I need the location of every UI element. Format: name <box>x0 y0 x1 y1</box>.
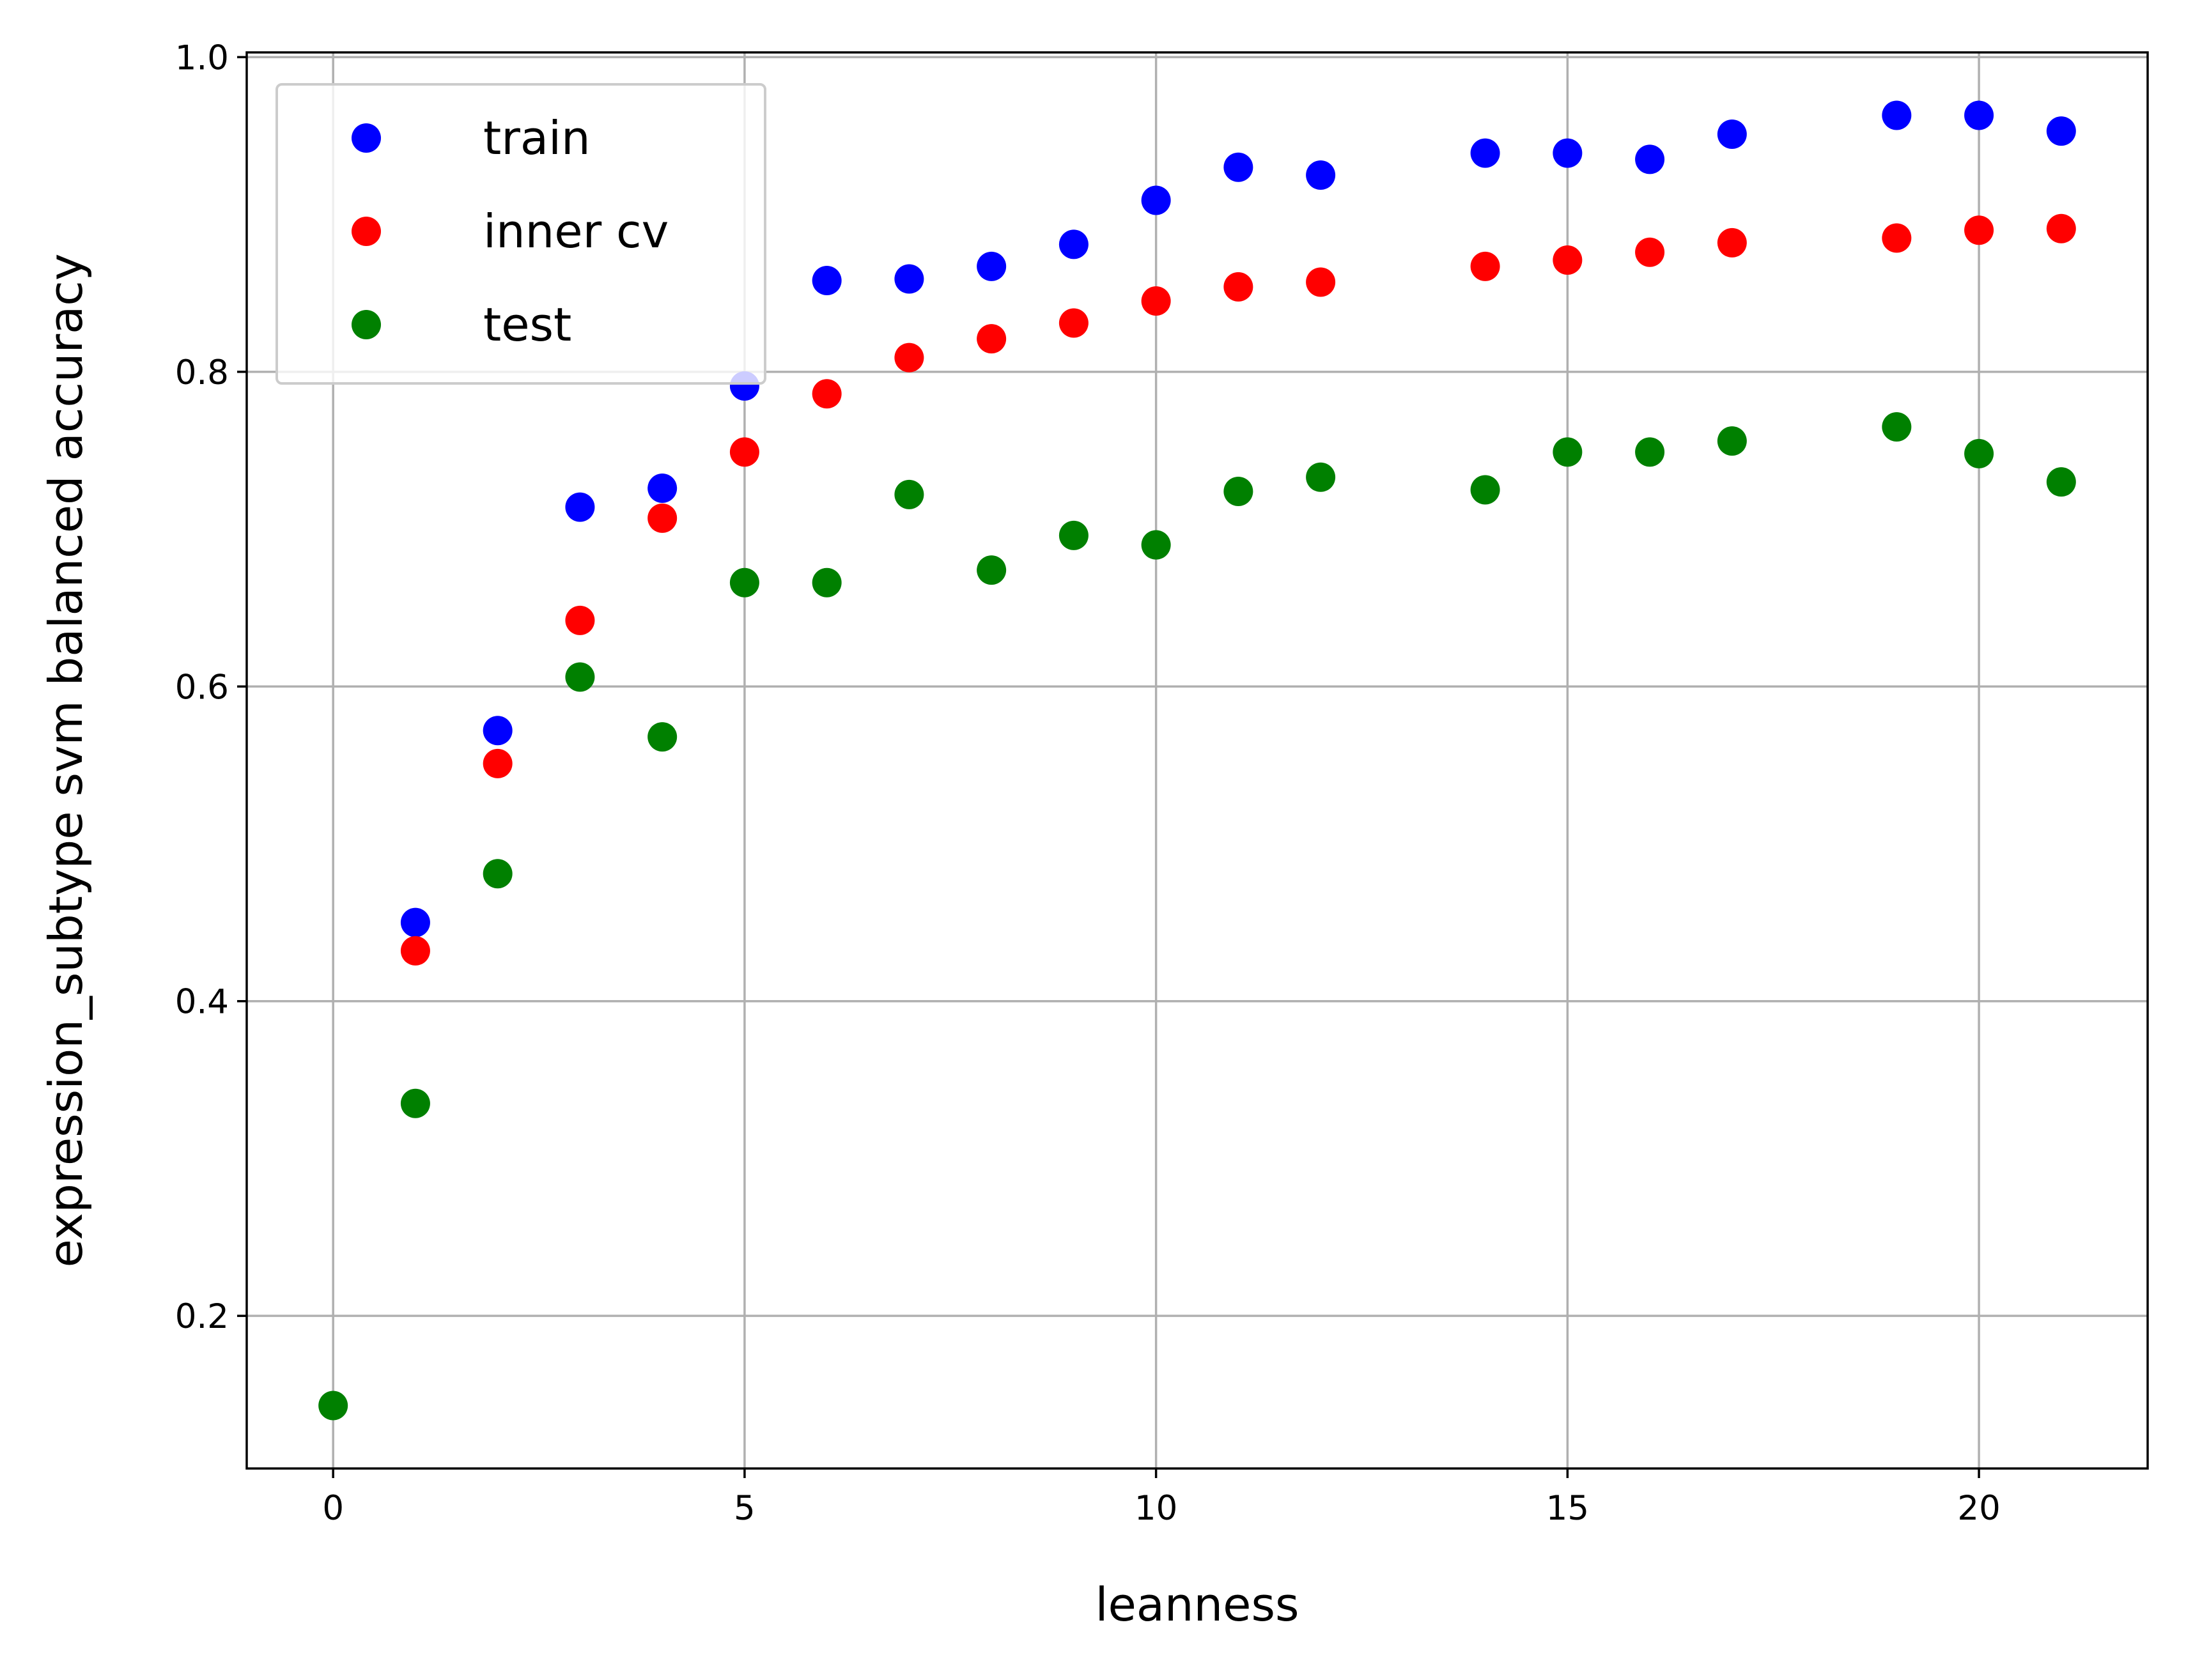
data-point <box>483 716 513 746</box>
y-tick-label: 0.4 <box>175 983 229 1022</box>
data-point <box>894 343 924 373</box>
data-point <box>977 555 1007 585</box>
x-tick-label: 15 <box>1546 1489 1589 1528</box>
data-point <box>1635 437 1665 467</box>
data-point <box>1964 215 1994 245</box>
data-point <box>894 264 924 294</box>
data-point <box>2046 467 2076 497</box>
legend-label: inner cv <box>483 204 669 258</box>
data-point <box>2046 116 2076 146</box>
data-point <box>812 379 842 409</box>
axis-ticks: 0 5 10 15 20 0.2 0.4 0.6 0.8 1.0 <box>175 38 2001 1528</box>
data-point <box>1141 530 1171 560</box>
y-axis-label: expression_subtype svm balanced accuracy <box>39 254 93 1268</box>
data-point <box>647 474 678 504</box>
data-point <box>400 1088 430 1118</box>
data-point <box>483 748 513 778</box>
data-point <box>729 437 759 467</box>
data-point <box>1635 144 1665 174</box>
data-points <box>318 100 2076 1421</box>
data-point <box>1717 227 1747 258</box>
series-inner-cv <box>400 213 2076 966</box>
data-point <box>894 479 924 509</box>
x-tick-label: 5 <box>734 1489 756 1528</box>
data-point <box>1717 119 1747 150</box>
data-point <box>1306 267 1336 297</box>
x-tick-label: 0 <box>322 1489 344 1528</box>
data-point <box>565 662 595 692</box>
data-point <box>1306 160 1336 190</box>
data-point <box>1717 426 1747 456</box>
legend-marker <box>352 310 381 339</box>
x-tick-label: 10 <box>1135 1489 1177 1528</box>
grid <box>247 52 2148 1468</box>
data-point <box>1470 475 1500 505</box>
data-point <box>1882 100 1912 130</box>
data-point <box>812 567 842 597</box>
x-axis-label: leanness <box>1095 1578 1299 1631</box>
legend-box <box>275 83 766 385</box>
y-tick-label: 1.0 <box>175 38 229 77</box>
legend: train inner cv test <box>275 83 766 385</box>
legend-label: train <box>483 111 591 165</box>
data-point <box>1058 520 1089 550</box>
data-point <box>400 907 430 937</box>
data-point <box>977 324 1007 354</box>
data-point <box>2046 213 2076 243</box>
data-point <box>1058 308 1089 338</box>
y-tick-label: 0.2 <box>175 1297 229 1336</box>
series-test <box>318 412 2076 1421</box>
legend-label: test <box>483 298 571 351</box>
data-point <box>647 503 678 533</box>
data-point <box>1964 438 1994 468</box>
plot-frame <box>245 51 2149 1470</box>
data-point <box>647 722 678 752</box>
x-tick-label: 20 <box>1957 1489 2000 1528</box>
data-point <box>1882 412 1912 442</box>
data-point <box>1470 251 1500 281</box>
data-point <box>318 1391 348 1421</box>
data-point <box>1553 245 1583 275</box>
data-point <box>1223 152 1253 182</box>
data-point <box>1141 185 1171 215</box>
data-point <box>729 567 759 597</box>
data-point <box>1470 138 1500 168</box>
data-point <box>1141 286 1171 316</box>
legend-marker <box>352 123 381 153</box>
data-point <box>1058 229 1089 259</box>
y-tick-label: 0.6 <box>175 668 229 707</box>
data-point <box>565 492 595 522</box>
data-point <box>1882 223 1912 253</box>
data-point <box>483 859 513 889</box>
data-point <box>1553 437 1583 467</box>
data-point <box>812 266 842 296</box>
data-point <box>1635 237 1665 267</box>
legend-marker <box>352 217 381 246</box>
data-point <box>1964 100 1994 130</box>
data-point <box>565 605 595 635</box>
y-tick-label: 0.8 <box>175 353 229 392</box>
data-point <box>1223 476 1253 506</box>
data-point <box>977 251 1007 281</box>
data-point <box>400 936 430 966</box>
data-point <box>1553 138 1583 168</box>
data-point <box>1306 462 1336 492</box>
data-point <box>1223 272 1253 302</box>
series-train <box>400 100 2076 937</box>
